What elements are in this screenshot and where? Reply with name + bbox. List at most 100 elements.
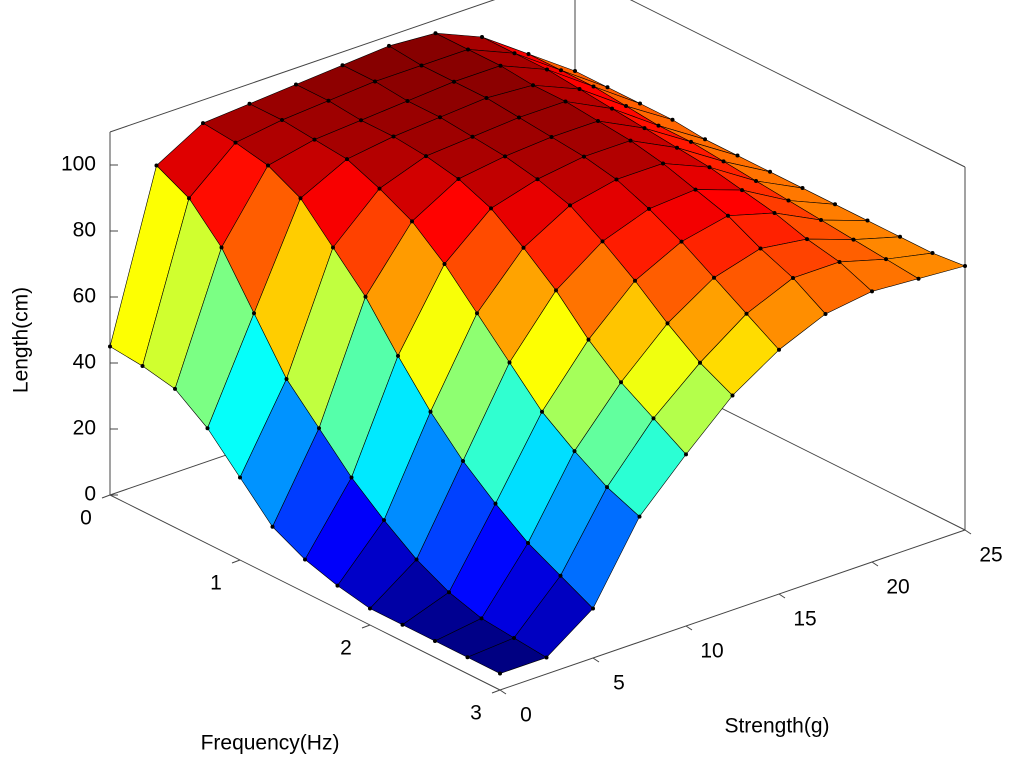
data-point <box>480 35 484 39</box>
data-point <box>238 475 242 480</box>
data-point <box>638 101 642 106</box>
data-point <box>108 344 112 349</box>
data-point <box>744 311 749 316</box>
y-tick-label: 10 <box>700 640 723 663</box>
data-point <box>628 138 633 143</box>
x-tick-label: 3 <box>470 702 482 725</box>
data-point <box>479 616 484 621</box>
z-axis-label: Length(cm) <box>10 287 33 393</box>
data-point <box>526 541 530 545</box>
data-point <box>573 69 577 73</box>
data-point <box>531 83 535 88</box>
data-point <box>294 82 298 87</box>
data-point <box>447 590 451 595</box>
data-point <box>712 275 716 280</box>
data-point <box>266 163 270 168</box>
data-point <box>656 123 661 128</box>
y-axis-label: Strength(g) <box>724 715 829 738</box>
data-point <box>721 159 726 164</box>
data-point <box>670 117 675 122</box>
data-point <box>698 360 702 365</box>
data-point <box>493 501 498 506</box>
data-point <box>605 485 609 490</box>
box-line <box>109 494 501 691</box>
y-tick <box>871 561 879 567</box>
data-point <box>559 68 563 73</box>
data-point <box>540 409 544 414</box>
data-point <box>545 67 549 72</box>
data-point <box>298 196 303 201</box>
box-line <box>499 529 966 691</box>
data-point <box>647 206 651 211</box>
y-tick-label: 20 <box>886 576 909 599</box>
y-tick-label: 15 <box>793 608 816 631</box>
data-point <box>465 655 470 660</box>
data-point <box>884 257 888 262</box>
data-point <box>582 154 586 159</box>
data-point <box>833 202 837 207</box>
z-tick-label: 40 <box>73 351 96 374</box>
data-point <box>661 161 665 166</box>
data-point <box>777 347 781 352</box>
data-point <box>498 63 503 68</box>
data-point <box>679 239 684 244</box>
box-line <box>109 0 496 133</box>
z-tick-label: 80 <box>73 219 96 242</box>
data-point <box>535 177 540 182</box>
data-point <box>758 246 763 251</box>
data-point <box>252 311 256 316</box>
data-point <box>368 606 372 611</box>
data-point <box>689 139 693 144</box>
data-point <box>637 514 642 519</box>
data-point <box>419 63 424 68</box>
data-point <box>624 104 628 109</box>
data-point <box>233 140 238 145</box>
data-point <box>331 245 335 250</box>
data-point <box>470 134 475 139</box>
data-point <box>768 169 772 174</box>
data-point <box>219 245 224 250</box>
data-point <box>819 218 823 223</box>
data-point <box>591 84 596 89</box>
data-point <box>558 573 563 578</box>
data-point <box>424 154 428 159</box>
data-point <box>512 635 516 640</box>
data-point <box>154 163 159 168</box>
data-point <box>312 137 317 142</box>
data-point <box>610 106 614 111</box>
data-point <box>726 213 730 218</box>
data-point <box>870 289 874 294</box>
data-point <box>452 79 456 84</box>
data-point <box>187 196 191 201</box>
y-tick <box>964 529 972 535</box>
z-tick-label: 60 <box>73 285 96 308</box>
x-tick <box>101 494 111 499</box>
data-point <box>837 259 842 264</box>
data-point <box>684 452 688 457</box>
data-point <box>461 459 465 463</box>
data-point <box>554 288 558 293</box>
data-point <box>577 87 582 92</box>
data-point <box>544 655 549 660</box>
data-point <box>345 157 349 162</box>
x-tick <box>231 559 241 564</box>
data-point <box>916 276 921 281</box>
data-point <box>865 218 870 223</box>
data-point <box>387 43 391 48</box>
box-line <box>629 0 966 168</box>
data-point <box>382 518 386 523</box>
x-tick-label: 1 <box>210 572 222 595</box>
z-tick-label: 100 <box>61 153 96 176</box>
data-point <box>754 178 758 183</box>
data-point <box>614 177 619 182</box>
y-tick-label: 0 <box>520 704 532 727</box>
data-point <box>400 622 405 627</box>
data-point <box>405 99 410 103</box>
data-point <box>489 206 493 211</box>
data-point <box>391 134 396 139</box>
x-tick <box>361 624 371 629</box>
data-point <box>326 98 331 103</box>
data-point <box>303 557 307 562</box>
data-point <box>800 186 805 191</box>
